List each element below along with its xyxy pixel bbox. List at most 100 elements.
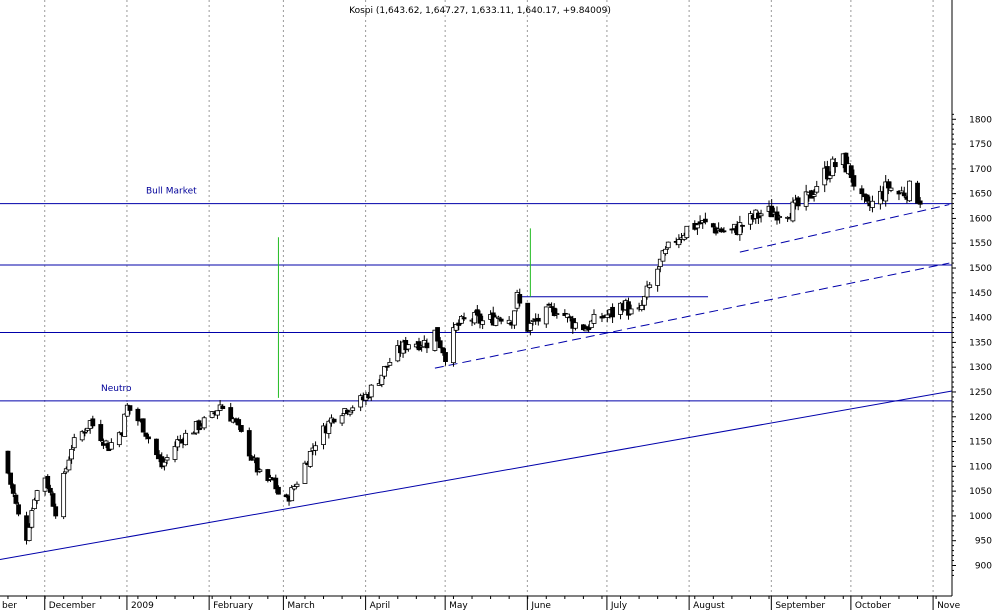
candle-body <box>61 472 67 518</box>
trendline <box>739 204 950 253</box>
y-tick-label: 1350 <box>969 338 992 348</box>
candle-body <box>843 152 849 173</box>
candle-body <box>294 483 300 487</box>
candle-body <box>127 405 133 411</box>
candle-body <box>907 180 912 202</box>
candle-body <box>71 437 77 449</box>
candle-body <box>183 432 189 446</box>
candle-body <box>586 326 592 331</box>
candle-body <box>395 345 401 362</box>
y-tick-label: 1300 <box>969 363 992 373</box>
candle-body <box>535 317 541 322</box>
candle-body <box>273 477 279 490</box>
annotation-label: Neutro <box>101 384 132 394</box>
candle-body <box>774 211 780 221</box>
candle-body <box>641 296 647 306</box>
candle-body <box>543 306 549 325</box>
chart-title: Kospi (1,643.62, 1,647.27, 1,633.11, 1,6… <box>349 6 611 16</box>
candle-body <box>546 303 552 306</box>
candle-body <box>29 510 35 528</box>
candle-body <box>665 241 671 249</box>
x-axis: ber December 2009 February March April May June… <box>0 595 961 610</box>
candle-body <box>721 230 727 233</box>
candle-body <box>26 527 32 541</box>
candle-body <box>811 194 817 197</box>
candle-body <box>549 306 554 308</box>
candle-body <box>379 374 385 385</box>
candle-body <box>480 320 486 325</box>
candle-body <box>291 486 297 490</box>
annotations: Bull Market Neutro <box>101 187 197 394</box>
y-tick-label: 1600 <box>969 214 992 224</box>
candle-body <box>740 224 745 227</box>
y-tick-label: 1250 <box>969 388 992 398</box>
y-tick-label: 900 <box>975 562 992 572</box>
candle-body <box>331 418 337 423</box>
candle-body <box>16 504 21 515</box>
candle-body <box>5 450 11 474</box>
candle-body <box>108 442 114 450</box>
candlesticks <box>5 152 923 545</box>
y-tick-label: 1400 <box>969 314 992 324</box>
candle-body <box>276 486 281 495</box>
candle-body <box>289 487 295 502</box>
y-tick-label: 1050 <box>969 487 992 497</box>
candle-body <box>103 440 109 445</box>
y-tick-label: 1100 <box>969 462 992 472</box>
candle-body <box>660 250 666 262</box>
x-tick-label: June <box>530 601 551 610</box>
x-tick-label: March <box>287 601 314 610</box>
y-tick-label: 1500 <box>969 264 992 274</box>
candle-body <box>663 248 669 255</box>
candle-body <box>384 365 390 368</box>
candle-body <box>565 313 570 318</box>
candle-body <box>567 316 573 319</box>
x-tick-label: September <box>775 601 825 610</box>
candle-body <box>512 310 517 326</box>
candle-body <box>196 420 202 431</box>
candle-body <box>347 411 353 415</box>
candle-body <box>527 323 533 331</box>
candle-body <box>655 268 661 286</box>
candle-body <box>191 432 196 435</box>
candle-body <box>405 344 411 350</box>
candle-body <box>573 322 578 329</box>
candle-body <box>461 317 467 320</box>
y-tick-label: 1650 <box>969 190 992 200</box>
y-tick-label: 1550 <box>969 239 992 249</box>
candle-body <box>899 190 905 194</box>
candle-body <box>215 410 220 416</box>
candle-body <box>864 194 870 202</box>
candle-body <box>496 316 501 319</box>
candle-body <box>254 457 260 473</box>
candle-body <box>737 222 743 236</box>
x-tick-label: 2009 <box>131 601 154 610</box>
candle-body <box>477 313 483 324</box>
candle-body <box>10 484 16 494</box>
y-tick-label: 1750 <box>969 140 992 150</box>
candle-body <box>588 320 594 328</box>
x-tick-label: May <box>449 601 468 610</box>
candle-body <box>459 316 464 324</box>
candle-body <box>302 462 308 484</box>
candle-body <box>472 311 478 324</box>
candle-body <box>657 258 663 268</box>
candle-body <box>154 438 159 456</box>
candle-body <box>382 366 387 377</box>
candle-body <box>238 425 244 432</box>
candle-body <box>159 456 165 468</box>
candle-body <box>53 506 59 517</box>
candle-body <box>814 186 820 193</box>
x-tick-label: ber <box>2 601 17 610</box>
candle-body <box>201 417 207 429</box>
candle-body <box>498 318 504 322</box>
candle-body <box>644 285 650 298</box>
candle-body <box>604 314 610 318</box>
candle-body <box>326 420 332 434</box>
x-tick-label: July <box>610 601 628 610</box>
candle-body <box>885 181 891 189</box>
candle-body <box>554 313 560 315</box>
candle-body <box>69 448 74 460</box>
